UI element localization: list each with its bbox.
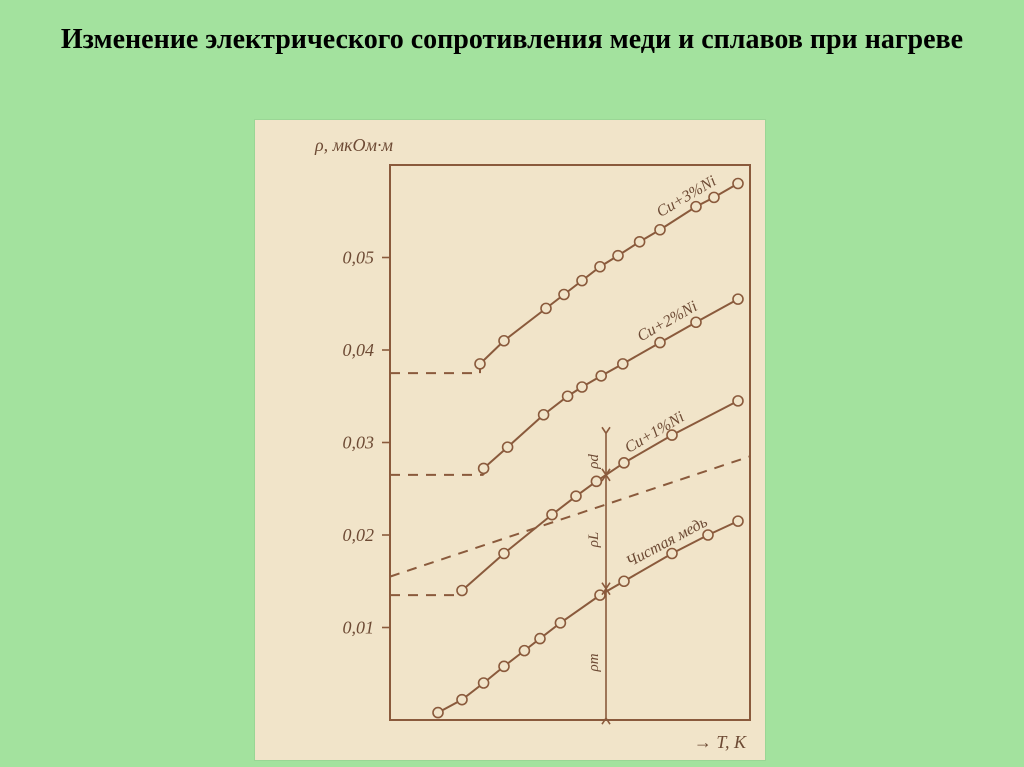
slide: Изменение электрического сопротивления м… [0,0,1024,767]
series-marker [619,458,629,468]
y-tick-label: 0,05 [343,248,375,268]
series-marker [433,708,443,718]
series-marker [535,634,545,644]
resistivity-chart: 0,010,020,030,040,05ρ, мкОм·м→ T, KCu+3%… [255,120,765,760]
series-marker [457,586,467,596]
y-tick-label: 0,04 [343,340,375,360]
series-marker [691,317,701,327]
series-marker [613,251,623,261]
series-marker [618,359,628,369]
series-marker [503,442,513,452]
y-tick-label: 0,01 [343,618,375,638]
rho_T-label: ρт [586,653,602,672]
series-marker [655,338,665,348]
series-marker [595,262,605,272]
series-marker [577,276,587,286]
series-marker [479,463,489,473]
x-axis-label: → T, K [694,732,747,752]
series-marker [591,476,601,486]
series-marker [475,359,485,369]
y-tick-label: 0,03 [343,433,375,453]
series-marker [596,371,606,381]
series-marker [539,410,549,420]
chart-background [255,120,765,760]
series-marker [691,202,701,212]
y-tick-label: 0,02 [343,525,375,545]
series-marker [457,695,467,705]
series-marker [541,303,551,313]
series-marker [519,646,529,656]
rho_d-label: ρd [586,454,602,470]
slide-title: Изменение электрического сопротивления м… [0,22,1024,57]
series-marker [563,391,573,401]
series-marker [709,192,719,202]
series-marker [559,290,569,300]
series-marker [733,396,743,406]
series-marker [547,510,557,520]
series-marker [499,336,509,346]
series-marker [733,516,743,526]
series-marker [499,661,509,671]
series-marker [499,549,509,559]
series-marker [555,618,565,628]
series-marker [655,225,665,235]
series-marker [733,294,743,304]
series-marker [571,491,581,501]
series-marker [479,678,489,688]
series-marker [619,576,629,586]
rho_L-label: ρL [586,532,602,549]
series-marker [635,237,645,247]
series-marker [733,179,743,189]
series-marker [577,382,587,392]
y-axis-label: ρ, мкОм·м [314,135,394,155]
